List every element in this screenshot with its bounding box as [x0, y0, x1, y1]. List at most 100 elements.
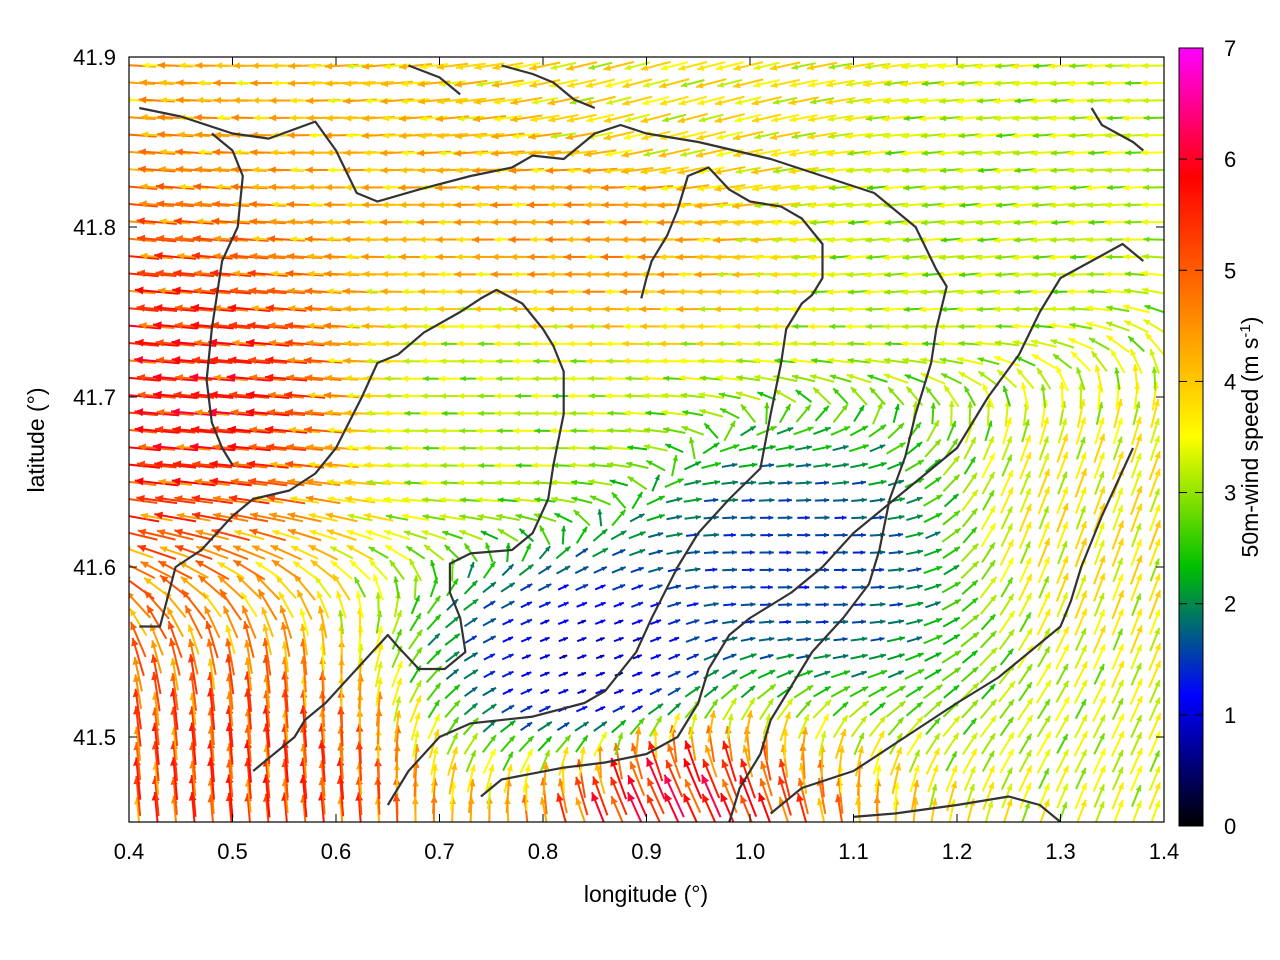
wind-vector [796, 497, 812, 503]
wind-vector [629, 548, 646, 557]
wind-vector [251, 544, 284, 561]
wind-vector [1130, 714, 1143, 738]
wind-vector [853, 404, 865, 423]
wind-vector [1148, 450, 1161, 481]
wind-vector [982, 435, 995, 461]
wind-vector [257, 588, 278, 621]
wind-vector [923, 548, 943, 557]
wind-vector [264, 425, 308, 434]
wind-vector [631, 619, 643, 626]
x-tick-label: 0.8 [528, 839, 559, 864]
wind-vector [1017, 663, 1033, 685]
wind-vector [664, 443, 684, 454]
x-tick-label: 0.7 [424, 839, 455, 864]
wind-vector [759, 698, 775, 720]
wind-vector [924, 476, 942, 490]
wind-vector [1056, 486, 1069, 515]
wind-vector [1093, 485, 1106, 515]
colorbar-title-close: ) [1237, 317, 1263, 325]
wind-vector [1019, 782, 1032, 810]
wind-vector [739, 653, 757, 661]
wind-vector [852, 602, 866, 607]
wind-vector [593, 566, 608, 574]
wind-vector [848, 700, 870, 718]
wind-vector [374, 661, 383, 688]
wind-vector [814, 405, 830, 422]
wind-vector [1056, 733, 1069, 754]
wind-vector [762, 713, 772, 740]
wind-vector [594, 619, 606, 625]
wind-vector [365, 529, 392, 541]
wind-vector [776, 697, 794, 721]
wind-vector [1093, 539, 1105, 566]
wind-vector [813, 670, 831, 678]
wind-vector [326, 529, 357, 541]
wind-vector [246, 460, 289, 469]
wind-vector [1075, 505, 1087, 530]
wind-vector [624, 427, 650, 434]
wind-vector [210, 321, 251, 330]
wind-vector [305, 478, 341, 487]
wind-vector [796, 636, 811, 642]
wind-vector [611, 509, 627, 527]
wind-vector [735, 391, 761, 401]
wind-vector [664, 477, 684, 488]
wind-vector [852, 532, 866, 538]
wind-vector [137, 528, 176, 541]
wind-vector [1019, 611, 1032, 633]
wind-vector [267, 321, 305, 330]
wind-vector [477, 513, 502, 521]
colorbar-tick-label: 1 [1224, 703, 1236, 728]
wind-vector [703, 549, 719, 555]
wind-vector [520, 705, 533, 713]
wind-vector [605, 444, 632, 451]
wind-vector [741, 550, 755, 555]
wind-vector [234, 529, 265, 541]
wind-vector [443, 544, 461, 561]
wind-vector [1000, 523, 1014, 548]
wind-vector [740, 584, 756, 590]
wind-vector [1054, 696, 1071, 722]
wind-vector [1129, 678, 1143, 705]
wind-vector [1037, 591, 1051, 618]
wind-vector [868, 423, 887, 438]
wind-vector [556, 721, 570, 731]
wind-vector [625, 461, 649, 470]
wind-vector [245, 338, 290, 347]
wind-vector [703, 685, 719, 698]
wind-vector [134, 477, 179, 487]
wind-vector [502, 688, 514, 696]
wind-vector [1093, 572, 1106, 602]
wind-vector [1148, 608, 1161, 636]
wind-vector [800, 727, 809, 761]
wind-vector [1036, 731, 1052, 757]
wind-vector [606, 461, 631, 469]
wind-vector [999, 539, 1015, 566]
wind-vector [703, 601, 719, 607]
wind-vector [1093, 663, 1105, 685]
wind-vector [410, 712, 421, 741]
wind-vector [1039, 798, 1050, 822]
wind-vector [795, 445, 813, 451]
wind-vector [999, 593, 1015, 616]
wind-vector [1073, 679, 1088, 704]
wind-vector [249, 512, 286, 523]
wind-vector [611, 566, 627, 574]
wind-vector [1074, 698, 1087, 720]
wind-vector [409, 695, 422, 723]
wind-vector [1074, 537, 1088, 568]
wind-vector [1036, 748, 1051, 774]
wind-vector [305, 409, 342, 417]
wind-vector [738, 462, 758, 468]
wind-vector [574, 565, 589, 575]
wind-vector [892, 403, 900, 423]
wind-vector [171, 477, 216, 487]
wind-vector [515, 513, 538, 522]
wind-vector [683, 497, 702, 503]
wind-vector [718, 392, 741, 400]
x-tick-label: 1.1 [838, 839, 869, 864]
wind-vector [393, 576, 400, 599]
wind-vector [551, 496, 576, 504]
y-tick-label: 41.6 [73, 555, 116, 580]
wind-vector [589, 445, 612, 451]
